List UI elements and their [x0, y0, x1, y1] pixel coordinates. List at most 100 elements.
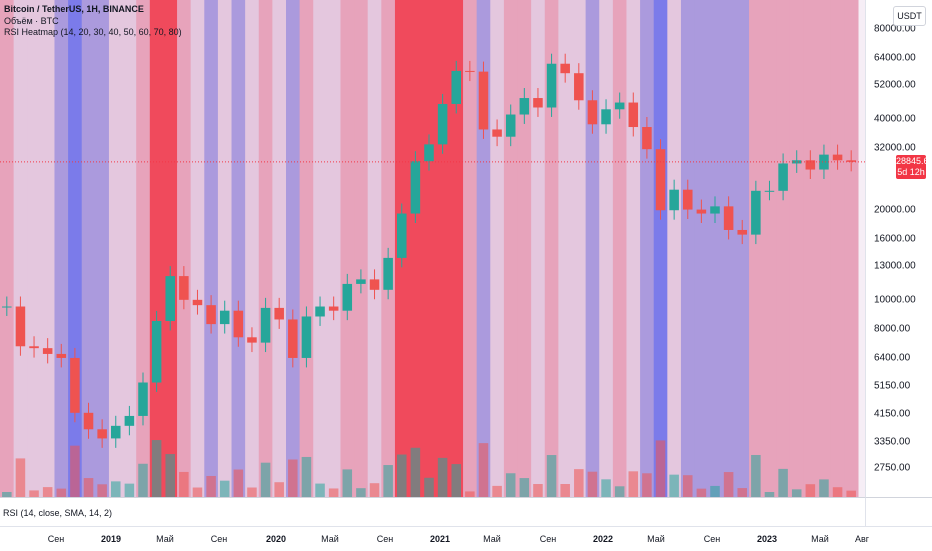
volume-bar [737, 488, 748, 497]
candle-body [587, 100, 598, 125]
time-axis[interactable]: Сен 2019 Май Сен 2020 Май Сен 2021 Май Сен 2022 Май… [0, 526, 932, 551]
heatmap-band [354, 0, 369, 497]
volume-bar [478, 443, 489, 497]
price-tick-label: 64000.00 [874, 52, 916, 64]
price-tick-label: 10000.00 [874, 294, 916, 306]
candle-body [560, 63, 570, 74]
volume-bar [369, 483, 380, 497]
volume-bar [574, 469, 584, 497]
heatmap-band [708, 0, 723, 497]
volume-bar [233, 469, 244, 497]
heatmap-band [299, 0, 314, 497]
candle-body [465, 70, 475, 72]
volume-bar [819, 479, 829, 497]
volume-bar [655, 440, 666, 497]
volume-bar [778, 468, 788, 497]
rsi-pane[interactable]: RSI (14, close, SMA, 14, 2) [0, 497, 865, 527]
heatmap-band [204, 0, 219, 497]
volume-bar [587, 471, 598, 497]
heatmap-band [95, 0, 110, 497]
volume-bar [219, 480, 230, 497]
heatmap-band [721, 0, 736, 497]
rsi-heatmap-indicator-label[interactable]: RSI Heatmap (14, 20, 30, 40, 50, 60, 70,… [4, 27, 182, 37]
heatmap-band [803, 0, 818, 497]
candle-body [778, 163, 788, 191]
price-chart-canvas[interactable] [0, 0, 865, 497]
volume-bar [56, 488, 67, 497]
volume-bar [437, 457, 448, 497]
heatmap-band [503, 0, 519, 497]
heatmap-band [762, 0, 777, 497]
heatmap-band [817, 0, 832, 497]
candle-body [655, 149, 666, 211]
time-tick-label: Сен [210, 534, 228, 544]
volume-bar [165, 454, 176, 497]
candle-body [791, 160, 802, 164]
volume-bars [2, 440, 856, 497]
candle-body [519, 98, 530, 115]
volume-bar [396, 454, 407, 497]
candle-body [478, 71, 489, 130]
time-tick-label: Авг [854, 534, 870, 544]
candle-body [369, 279, 380, 290]
volume-bar [274, 482, 284, 497]
heatmap-band [81, 0, 96, 497]
rsi-indicator-label[interactable]: RSI (14, close, SMA, 14, 2) [3, 508, 113, 518]
volume-bar [247, 487, 257, 497]
volume-bar [465, 491, 475, 497]
volume-bar [124, 483, 135, 497]
price-tick-label: 20000.00 [874, 204, 916, 216]
heatmap-band [258, 0, 273, 497]
time-tick-label: Май [321, 534, 339, 544]
candle-body [424, 144, 434, 162]
candle-body [110, 425, 121, 439]
volume-bar [492, 485, 502, 497]
heatmap-band [40, 0, 55, 497]
symbol-title[interactable]: Bitcoin / TetherUS, 1H, BINANCE [4, 4, 144, 14]
heatmap-band [844, 0, 859, 497]
candle-body [710, 206, 720, 214]
heatmap-band [517, 0, 532, 497]
time-tick-label: 2022 [592, 534, 614, 544]
candle-body [737, 229, 748, 235]
heatmap-band [749, 0, 764, 497]
rsi-price-axis[interactable] [865, 497, 932, 526]
heatmap-band [313, 0, 328, 497]
price-tick-label: 32000.00 [874, 142, 916, 154]
candle-body [328, 306, 339, 311]
candle-body [274, 307, 284, 320]
heatmap-band [776, 0, 791, 497]
volume-bar [206, 475, 216, 497]
heatmap-band [789, 0, 805, 497]
time-tick-label: Май [811, 534, 829, 544]
volume-bar [328, 488, 339, 497]
volume-bar [601, 479, 611, 497]
price-tick-label: 16000.00 [874, 233, 916, 245]
price-tick-label: 52000.00 [874, 79, 916, 91]
heatmap-band [326, 0, 341, 497]
bar-countdown: 5d 12h [897, 166, 925, 177]
heatmap-band [694, 0, 709, 497]
volume-bar [791, 489, 802, 497]
volume-bar [751, 454, 761, 497]
candle-body [696, 209, 707, 214]
candle-body [206, 305, 216, 325]
volume-bar [505, 473, 516, 497]
candle-body [42, 348, 53, 354]
candle-body [233, 310, 244, 338]
volume-bar [179, 471, 189, 497]
currency-badge[interactable]: USDT [893, 6, 926, 26]
volume-bar [342, 469, 353, 497]
price-axis[interactable]: 80000.00 64000.00 52000.00 40000.00 32000.00… [865, 0, 932, 497]
main-chart-pane[interactable]: Bitcoin / TetherUS, 1H, BINANCE Объём · … [0, 0, 865, 497]
volume-bar [628, 471, 639, 497]
time-tick-label: 2020 [265, 534, 287, 544]
heatmap-band [558, 0, 573, 497]
candle-body [301, 316, 312, 358]
volume-indicator-label[interactable]: Объём · BTC [4, 15, 59, 26]
heatmap-band [449, 0, 464, 497]
candle-body [97, 429, 107, 439]
heatmap-band [667, 0, 682, 497]
volume-bar [682, 475, 693, 497]
candle-body [315, 306, 325, 317]
